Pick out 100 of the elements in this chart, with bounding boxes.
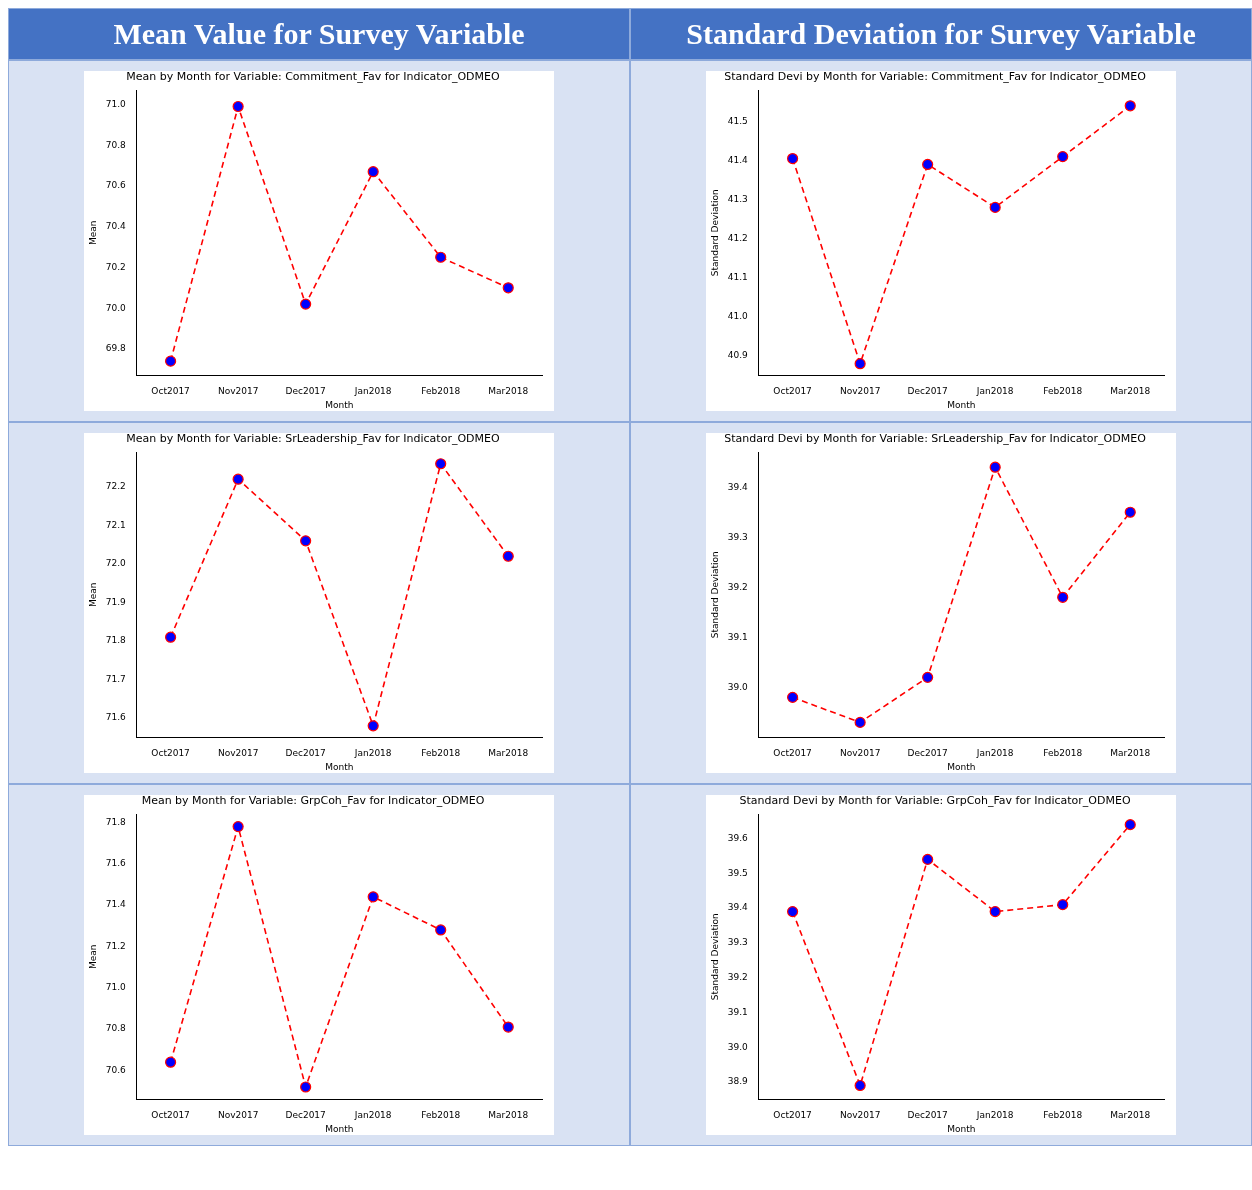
x-tick-label: Jan2018	[975, 1110, 1014, 1121]
point	[367, 166, 379, 178]
point	[165, 631, 177, 643]
x-axis-title: Month	[947, 1123, 976, 1134]
y-tick-label: 70.4	[105, 221, 127, 232]
y-tick-label: 70.8	[105, 139, 127, 150]
y-tick-label: 71.0	[105, 98, 127, 109]
y-tick-label: 39.3	[727, 531, 748, 542]
point	[787, 152, 799, 165]
point	[232, 821, 244, 833]
x-tick-label: Jan2018	[353, 1110, 392, 1121]
x-tick-label: Nov2017	[217, 1110, 259, 1121]
x-tick-label: Jan2018	[353, 748, 392, 759]
chart-title: Mean by Month for Variable: GrpCoh_Fav for Indicator_ODMEO	[141, 794, 485, 808]
y-tick-label: 70.6	[105, 180, 127, 191]
point	[854, 716, 866, 728]
point	[787, 905, 799, 918]
point	[435, 458, 447, 470]
y-tick-label: 71.6	[105, 712, 127, 723]
point	[502, 550, 514, 562]
x-tick-label: Dec2017	[285, 386, 326, 397]
point	[922, 158, 934, 171]
point	[1057, 899, 1069, 911]
y-tick-label: 69.8	[105, 343, 127, 354]
y-tick-label: 39.4	[727, 481, 749, 492]
x-tick-label: Oct2017	[773, 1110, 812, 1121]
y-axis-title: Standard Deviation	[709, 913, 720, 1001]
chart-title: Standard Devi by Month for Variable: Commitment_Fav for Indicator_ODMEO	[724, 70, 1147, 84]
chart-title: Mean by Month for Variable: SrLeadership_Fav for Indicator_ODMEO	[126, 432, 500, 446]
point	[1124, 506, 1136, 518]
x-tick-label: Dec2017	[907, 1110, 948, 1121]
point	[435, 924, 447, 936]
x-tick-label: Feb2018	[1043, 748, 1083, 759]
point	[300, 1081, 312, 1093]
point	[232, 473, 244, 485]
x-tick-label: Jan2018	[975, 748, 1014, 759]
x-tick-label: Feb2018	[421, 748, 461, 759]
point	[300, 298, 312, 310]
y-tick-label: 72.1	[105, 519, 126, 530]
x-tick-label: Nov2017	[839, 386, 881, 397]
y-tick-label: 71.9	[105, 596, 127, 607]
x-tick-label: Jan2018	[353, 386, 392, 397]
y-tick-label: 72.2	[105, 481, 126, 492]
point	[1057, 151, 1069, 163]
x-tick-label: Dec2017	[907, 748, 948, 759]
point	[922, 853, 934, 866]
y-tick-label: 71.6	[105, 858, 127, 869]
y-tick-label: 41.4	[727, 154, 749, 165]
x-axis-title: Month	[325, 1123, 354, 1134]
x-axis-title: Month	[325, 399, 354, 410]
y-tick-label: 39.0	[727, 681, 749, 692]
point	[367, 720, 379, 732]
x-tick-label: Mar2018	[1110, 386, 1151, 397]
y-tick-label: 39.6	[727, 832, 749, 843]
x-tick-label: Jan2018	[975, 386, 1014, 397]
y-axis-title: Mean	[87, 582, 98, 608]
point	[165, 1056, 177, 1068]
x-tick-label: Mar2018	[488, 748, 529, 759]
x-axis-title: Month	[947, 761, 976, 772]
x-tick-label: Mar2018	[1110, 748, 1151, 759]
y-tick-label: 41.2	[727, 233, 748, 243]
chart-title: Mean by Month for Variable: Commitment_Fav for Indicator_ODMEO	[126, 70, 500, 84]
x-tick-label: Feb2018	[1043, 386, 1083, 397]
y-tick-label: 71.4	[105, 899, 127, 910]
point	[922, 671, 934, 683]
y-tick-label: 71.7	[105, 673, 126, 684]
y-tick-label: 71.8	[105, 816, 127, 827]
point	[989, 201, 1001, 214]
y-tick-label: 39.5	[727, 867, 748, 878]
point	[367, 891, 379, 903]
y-tick-label: 70.0	[105, 302, 127, 313]
point	[989, 905, 1001, 918]
x-tick-label: Nov2017	[839, 1110, 881, 1121]
y-tick-label: 39.3	[727, 937, 748, 948]
y-tick-label: 41.0	[727, 311, 749, 322]
point	[165, 355, 177, 367]
x-tick-label: Oct2017	[773, 748, 812, 759]
x-tick-label: Dec2017	[907, 386, 948, 397]
y-tick-label: 39.1	[727, 1006, 748, 1017]
y-axis-title: Mean	[87, 944, 98, 970]
x-tick-label: Feb2018	[1043, 1110, 1083, 1121]
point	[1124, 819, 1136, 831]
y-tick-label: 71.2	[105, 940, 126, 951]
y-tick-label: 38.9	[727, 1076, 749, 1087]
x-tick-label: Oct2017	[151, 1110, 190, 1121]
x-tick-label: Nov2017	[217, 748, 259, 759]
y-tick-label: 40.9	[727, 350, 749, 361]
chart-title: Standard Devi by Month for Variable: GrpCoh_Fav for Indicator_ODMEO	[739, 794, 1131, 808]
x-tick-label: Feb2018	[421, 386, 461, 397]
y-tick-label: 39.0	[727, 1041, 749, 1052]
y-tick-label: 41.3	[727, 193, 748, 204]
text: Mean Value for Survey Variable	[113, 17, 525, 50]
x-axis-title: Month	[947, 399, 976, 410]
y-tick-label: 71.0	[105, 982, 127, 993]
x-tick-label: Oct2017	[151, 386, 190, 397]
x-tick-label: Oct2017	[151, 748, 190, 759]
point	[1124, 100, 1136, 112]
y-tick-label: 39.4	[727, 902, 749, 913]
y-tick-label: 41.1	[727, 272, 748, 283]
x-tick-label: Dec2017	[285, 1110, 326, 1121]
